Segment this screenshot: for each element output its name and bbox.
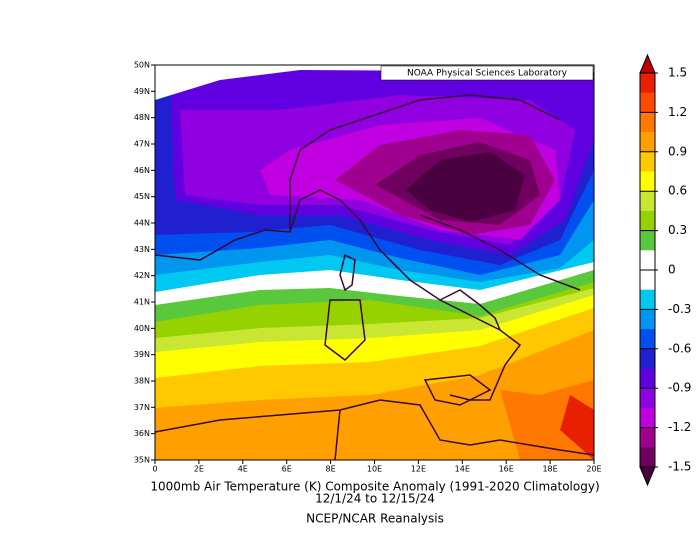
lat-label: 50N: [134, 61, 150, 70]
lon-label: 12E: [411, 465, 426, 474]
lat-label: 44N: [134, 219, 150, 228]
lon-label: 20E: [586, 465, 601, 474]
colorbar-band: [640, 447, 655, 468]
colorbar-label: 1.2: [668, 105, 687, 119]
colorbar-band: [640, 210, 655, 231]
caption-title: 1000mb Air Temperature (K) Composite Ano…: [150, 480, 599, 494]
lon-label: 6E: [282, 465, 292, 474]
colorbar-band: [640, 309, 655, 330]
lon-label: 8E: [326, 465, 336, 474]
colorbar-label: -0.6: [668, 341, 691, 355]
lat-label: 36N: [134, 429, 150, 438]
colorbar-band: [640, 230, 655, 251]
lon-label: 18E: [542, 465, 557, 474]
colorbar-label: 1.5: [668, 66, 687, 80]
colorbar-band: [640, 191, 655, 212]
caption-source: NCEP/NCAR Reanalysis: [306, 512, 444, 526]
colorbar-band: [640, 151, 655, 172]
lat-label: 38N: [134, 377, 150, 386]
colorbar-under: [639, 466, 656, 487]
colorbar-band: [640, 250, 655, 271]
colorbar-band: [640, 427, 655, 448]
lat-label: 41N: [134, 298, 150, 307]
colorbar-band: [640, 171, 655, 192]
lon-label: 2E: [194, 465, 204, 474]
colorbar-label: 0.6: [668, 184, 687, 198]
lat-label: 45N: [134, 192, 150, 201]
lon-label: 0: [152, 465, 157, 474]
lat-label: 40N: [134, 324, 150, 333]
colorbar-band: [640, 388, 655, 409]
caption-dates: 12/1/24 to 12/15/24: [315, 492, 435, 506]
colorbar-label: -0.9: [668, 381, 691, 395]
lat-label: 49N: [134, 87, 150, 96]
colorbar-label: -1.2: [668, 420, 691, 434]
coastlines: [155, 94, 594, 460]
lon-label: 10E: [367, 465, 382, 474]
credit-box: [380, 65, 594, 81]
colorbar-label: 0: [668, 263, 676, 277]
lon-label: 16E: [499, 465, 514, 474]
colorbar-band: [640, 289, 655, 310]
colorbar-label: -0.3: [668, 302, 691, 316]
credit: NOAA Physical Sciences Laboratory: [407, 69, 568, 79]
lat-label: 39N: [134, 350, 150, 359]
colorbar-over: [639, 53, 656, 74]
colorbar-band: [640, 368, 655, 389]
colorbar-band: [640, 92, 655, 113]
colorbar-band: [640, 73, 655, 93]
colorbar-band: [640, 407, 655, 428]
colorbar-band: [640, 112, 655, 133]
colorbar-band: [640, 348, 655, 369]
lat-label: 47N: [134, 140, 150, 149]
colorbar-band: [640, 329, 655, 350]
lat-label: 46N: [134, 166, 150, 175]
colorbar-band: [640, 132, 655, 153]
lat-label: 35N: [134, 456, 150, 465]
colorbar-label: 0.9: [668, 144, 687, 158]
anomaly-field: [155, 65, 594, 460]
lat-label: 43N: [134, 245, 150, 254]
colorbar-label: 0.3: [668, 223, 687, 237]
lon-label: 14E: [455, 465, 470, 474]
lat-label: 42N: [134, 271, 150, 280]
colorbar-label: -1.5: [668, 460, 691, 474]
lat-label: 37N: [134, 403, 150, 412]
lon-label: 4E: [238, 465, 248, 474]
lat-label: 48N: [134, 113, 150, 122]
colorbar-band: [640, 270, 655, 290]
